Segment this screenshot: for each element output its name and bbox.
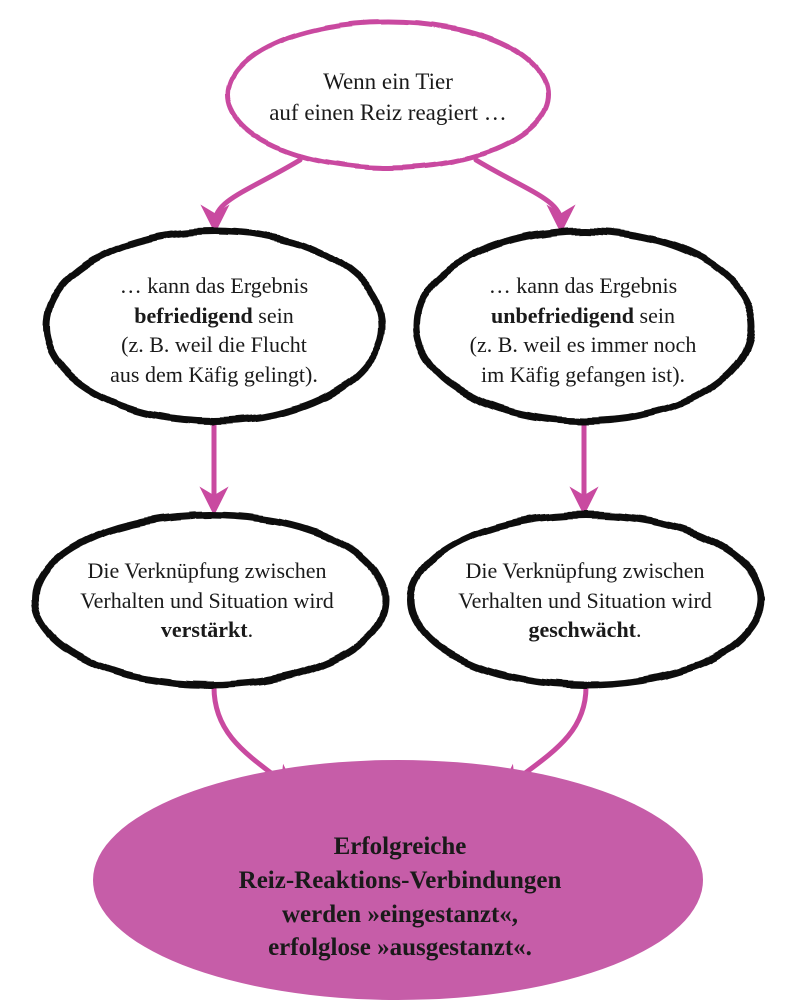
edge-top-left <box>215 160 300 222</box>
text-line: Verhalten und Situation wird <box>42 586 372 616</box>
text-line: geschwächt. <box>420 615 750 645</box>
text-line: im Käfig gefangen ist). <box>428 360 738 390</box>
text-line: auf einen Reiz reagiert … <box>228 97 548 128</box>
edge-top-right <box>476 160 561 222</box>
text-line: … kann das Ergebnis <box>64 271 364 301</box>
node-top-text: Wenn ein Tier auf einen Reiz reagiert … <box>228 66 548 128</box>
text-line: … kann das Ergebnis <box>428 271 738 301</box>
text-line: aus dem Käfig gelingt). <box>64 360 364 390</box>
node-final-text: Erfolgreiche Reiz-Reaktions-Verbindungen… <box>120 830 680 965</box>
node-right1-text: … kann das Ergebnis unbefriedigend sein … <box>428 271 738 390</box>
node-right2-text: Die Verknüpfung zwischen Verhalten und S… <box>420 556 750 645</box>
flowchart-canvas: Wenn ein Tier auf einen Reiz reagiert … … <box>0 0 798 1003</box>
text-line: erfolglose »ausgestanzt«. <box>120 931 680 965</box>
node-left2-text: Die Verknüpfung zwischen Verhalten und S… <box>42 556 372 645</box>
text-line: befriedigend sein <box>64 301 364 331</box>
text-line: Wenn ein Tier <box>228 66 548 97</box>
node-left1-text: … kann das Ergebnis befriedigend sein (z… <box>64 271 364 390</box>
text-line: verstärkt. <box>42 615 372 645</box>
text-line: Die Verknüpfung zwischen <box>420 556 750 586</box>
text-line: Reiz-Reaktions-Verbindungen <box>120 864 680 898</box>
text-line: Erfolgreiche <box>120 830 680 864</box>
text-line: unbefriedigend sein <box>428 301 738 331</box>
text-line: (z. B. weil die Flucht <box>64 330 364 360</box>
text-line: (z. B. weil es immer noch <box>428 330 738 360</box>
text-line: werden »eingestanzt«, <box>120 898 680 932</box>
text-line: Verhalten und Situation wird <box>420 586 750 616</box>
text-line: Die Verknüpfung zwischen <box>42 556 372 586</box>
